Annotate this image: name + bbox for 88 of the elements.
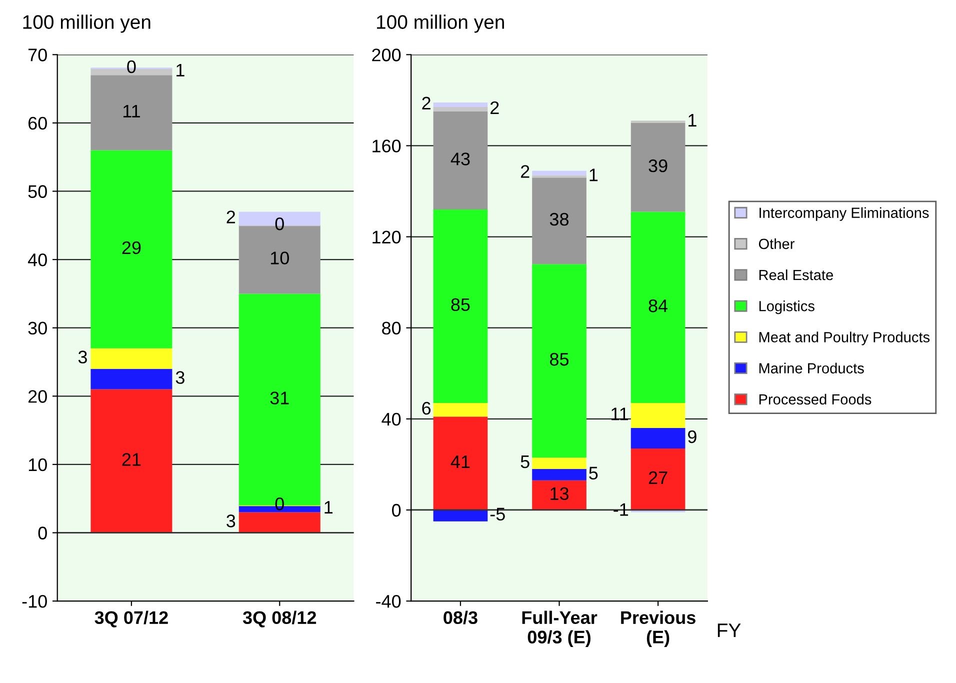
y-tick-label: 80	[382, 322, 401, 335]
y-tick-label: -10	[22, 594, 47, 608]
data-label: 0	[275, 217, 284, 230]
y-tick-label: 50	[28, 185, 47, 198]
y-tick-label: 40	[28, 253, 47, 266]
bar	[90, 368, 172, 390]
bar	[433, 102, 488, 108]
bar	[532, 468, 586, 480]
data-label: 9	[688, 430, 696, 444]
data-label: 3	[176, 371, 184, 384]
y-tick-label: 30	[28, 322, 47, 335]
data-label: 1	[176, 64, 184, 76]
data-label: 2	[226, 210, 236, 224]
data-label: 2	[422, 96, 430, 110]
bar	[630, 122, 686, 212]
bar	[630, 212, 686, 403]
data-label: 1	[324, 501, 333, 514]
data-label: 27	[648, 471, 668, 484]
bar	[433, 209, 488, 403]
data-label: 3	[78, 350, 87, 364]
y-tick-label: 20	[28, 390, 47, 403]
data-label: 6	[422, 402, 431, 415]
data-label: 1	[590, 168, 598, 182]
y-tick-label: 0	[392, 504, 401, 517]
y-axis-title: 100 million yen	[23, 14, 150, 33]
data-label: 2	[520, 165, 530, 178]
data-label: 3	[226, 514, 236, 528]
bar	[433, 416, 488, 510]
x-tick-label: Full-Year 09/3 (E)	[522, 610, 598, 648]
y-tick-label: 40	[382, 412, 401, 426]
bar	[90, 389, 172, 533]
bar	[90, 150, 172, 348]
data-label: 38	[550, 212, 569, 226]
data-label: 43	[450, 152, 470, 166]
y-tick-label: 70	[28, 48, 47, 62]
x-tick-label: 3Q 08/12	[242, 610, 316, 628]
x-tick-label: Previous (E)	[621, 610, 696, 648]
bar	[433, 402, 488, 417]
data-label: 85	[550, 352, 569, 366]
legend-label: Intercompany Eliminations	[760, 207, 929, 221]
bar	[433, 112, 488, 210]
x-tick-label: 08/3	[444, 610, 478, 624]
data-label: 0	[127, 60, 136, 74]
bar	[238, 512, 320, 533]
y-tick-label: 200	[372, 48, 401, 62]
data-label: 85	[451, 298, 470, 312]
bar	[532, 178, 586, 264]
legend-label: Logistics	[759, 300, 814, 314]
legend-label: Other	[758, 238, 794, 250]
legend-label: Real Estate	[759, 269, 833, 280]
data-label: 21	[122, 453, 141, 466]
y-tick-label: 10	[28, 458, 47, 472]
bar	[532, 458, 586, 469]
bar	[433, 510, 488, 522]
x-axis-title: FY	[718, 624, 741, 637]
data-label: 13	[550, 487, 569, 500]
y-tick-label: -40	[376, 594, 401, 608]
legend-label: Marine Products	[759, 362, 864, 374]
data-label: 31	[270, 392, 289, 404]
bar	[630, 428, 686, 449]
legend-label: Processed Foods	[759, 394, 872, 405]
legend-label: Meat and Poultry Products	[759, 332, 930, 346]
data-label: 29	[122, 241, 141, 254]
data-label: 5	[520, 456, 530, 468]
bar	[532, 264, 586, 458]
bar	[90, 348, 172, 369]
y-tick-label: 60	[28, 116, 47, 130]
data-label: 11	[123, 104, 140, 118]
data-label: 5	[589, 466, 598, 480]
bar	[433, 107, 488, 112]
y-axis-title: 100 million yen	[377, 14, 504, 33]
data-label: 11	[612, 408, 628, 420]
data-label: 39	[648, 159, 668, 172]
data-label: 41	[450, 456, 470, 468]
data-label: 1	[688, 114, 696, 126]
bar	[630, 448, 686, 510]
bar	[630, 402, 686, 428]
y-tick-label: 160	[372, 140, 401, 152]
bar	[90, 75, 172, 150]
y-tick-label: 0	[38, 526, 47, 540]
x-tick-label: 3Q 07/12	[94, 610, 168, 628]
y-tick-label: 120	[372, 230, 401, 244]
data-label: 2	[490, 101, 499, 114]
bar	[532, 480, 586, 510]
data-label: 84	[648, 299, 668, 312]
data-label: -5	[490, 508, 505, 521]
bar	[532, 170, 586, 176]
data-label: 10	[270, 252, 289, 264]
